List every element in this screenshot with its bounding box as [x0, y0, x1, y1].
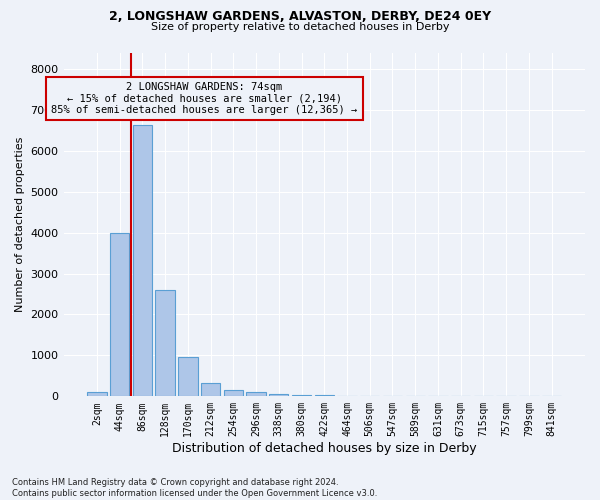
Bar: [292, 394, 311, 396]
Bar: [155, 290, 175, 397]
Bar: [110, 234, 130, 396]
Bar: [269, 394, 289, 396]
Bar: [178, 358, 197, 397]
Bar: [87, 392, 107, 396]
Bar: [133, 126, 152, 396]
Bar: [224, 390, 243, 396]
Text: 2 LONGSHAW GARDENS: 74sqm
← 15% of detached houses are smaller (2,194)
85% of se: 2 LONGSHAW GARDENS: 74sqm ← 15% of detac…: [51, 82, 358, 115]
Y-axis label: Number of detached properties: Number of detached properties: [15, 136, 25, 312]
X-axis label: Distribution of detached houses by size in Derby: Distribution of detached houses by size …: [172, 442, 476, 455]
Text: Size of property relative to detached houses in Derby: Size of property relative to detached ho…: [151, 22, 449, 32]
Bar: [247, 392, 266, 396]
Text: 2, LONGSHAW GARDENS, ALVASTON, DERBY, DE24 0EY: 2, LONGSHAW GARDENS, ALVASTON, DERBY, DE…: [109, 10, 491, 23]
Bar: [201, 383, 220, 396]
Text: Contains HM Land Registry data © Crown copyright and database right 2024.
Contai: Contains HM Land Registry data © Crown c…: [12, 478, 377, 498]
